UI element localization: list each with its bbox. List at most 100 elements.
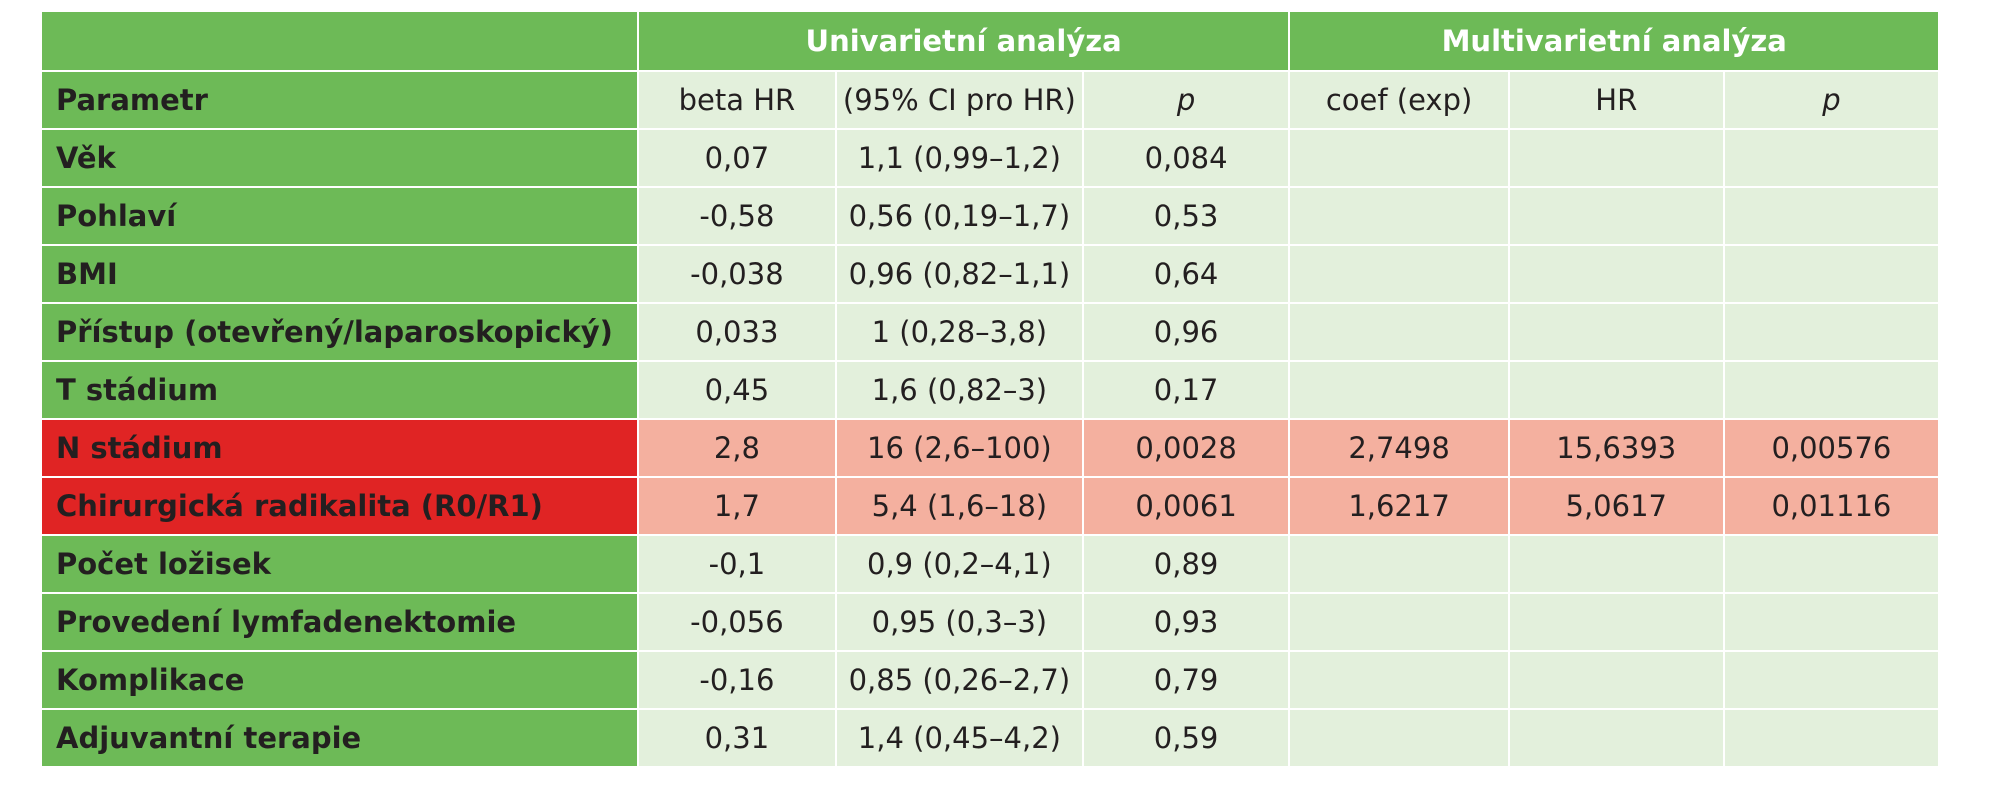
- row-coef: [1288, 592, 1510, 652]
- row-parameter: Adjuvantní terapie: [40, 708, 639, 768]
- row-p-multivariate: [1722, 128, 1941, 188]
- row-coef: [1288, 534, 1510, 594]
- row-ci: 1,1 (0,99–1,2): [835, 128, 1084, 188]
- row-hr: [1507, 128, 1725, 188]
- row-p-multivariate: [1722, 592, 1941, 652]
- row-p-multivariate: 0,01116: [1722, 476, 1941, 536]
- table-row: Přístup (otevřený/laparoskopický) 0,033 1 …: [40, 302, 1941, 362]
- column-header-ci: (95% CI pro HR): [835, 70, 1084, 130]
- row-beta-hr: 0,07: [636, 128, 838, 188]
- row-parameter: Komplikace: [40, 650, 639, 710]
- table-row: N stádium 2,8 16 (2,6–100) 0,0028 2,7498 15,6…: [40, 418, 1941, 478]
- row-p-univariate: 0,89: [1081, 534, 1291, 594]
- row-ci: 1,4 (0,45–4,2): [835, 708, 1084, 768]
- row-hr: [1507, 534, 1725, 594]
- row-beta-hr: 0,033: [636, 302, 838, 362]
- row-parameter: Věk: [40, 128, 639, 188]
- row-coef: [1288, 186, 1510, 246]
- row-coef: [1288, 360, 1510, 420]
- row-beta-hr: 0,31: [636, 708, 838, 768]
- row-ci: 0,9 (0,2–4,1): [835, 534, 1084, 594]
- row-parameter: Chirurgická radikalita (R0/R1): [40, 476, 639, 536]
- row-ci: 0,85 (0,26–2,7): [835, 650, 1084, 710]
- table-row: Komplikace -0,16 0,85 (0,26–2,7) 0,79: [40, 650, 1941, 710]
- row-hr: [1507, 708, 1725, 768]
- row-coef: [1288, 708, 1510, 768]
- column-header-coef: coef (exp): [1288, 70, 1510, 130]
- multivariate-header: Multivarietní analýza: [1288, 10, 1940, 72]
- column-header-hr: HR: [1507, 70, 1725, 130]
- table-row: BMI -0,038 0,96 (0,82–1,1) 0,64: [40, 244, 1941, 304]
- column-header-p-univariate: p: [1081, 70, 1291, 130]
- row-p-multivariate: [1722, 302, 1941, 362]
- table-row: Adjuvantní terapie 0,31 1,4 (0,45–4,2) 0,59: [40, 708, 1941, 768]
- univariate-header: Univarietní analýza: [636, 10, 1291, 72]
- row-p-multivariate: [1722, 534, 1941, 594]
- row-parameter: T stádium: [40, 360, 639, 420]
- row-hr: [1507, 302, 1725, 362]
- row-beta-hr: -0,056: [636, 592, 838, 652]
- top-strip: [0, 0, 2007, 10]
- group-header-blank: [40, 10, 639, 72]
- table-row: T stádium 0,45 1,6 (0,82–3) 0,17: [40, 360, 1941, 420]
- table-row: Věk 0,07 1,1 (0,99–1,2) 0,084: [40, 128, 1941, 188]
- table-row: Provedení lymfadenektomie -0,056 0,95 (0,3…: [40, 592, 1941, 652]
- row-ci: 0,96 (0,82–1,1): [835, 244, 1084, 304]
- row-p-multivariate: [1722, 708, 1941, 768]
- row-p-multivariate: [1722, 244, 1941, 304]
- row-coef: [1288, 128, 1510, 188]
- row-coef: 2,7498: [1288, 418, 1510, 478]
- row-coef: [1288, 244, 1510, 304]
- row-ci: 5,4 (1,6–18): [835, 476, 1084, 536]
- row-ci: 0,95 (0,3–3): [835, 592, 1084, 652]
- row-p-univariate: 0,0028: [1081, 418, 1291, 478]
- row-p-univariate: 0,17: [1081, 360, 1291, 420]
- row-parameter: Pohlaví: [40, 186, 639, 246]
- row-coef: [1288, 650, 1510, 710]
- row-beta-hr: -0,58: [636, 186, 838, 246]
- column-header-parameter: Parametr: [40, 70, 639, 130]
- row-parameter: N stádium: [40, 418, 639, 478]
- row-p-univariate: 0,0061: [1081, 476, 1291, 536]
- column-header-row: Parametr beta HR (95% CI pro HR) p coef …: [40, 70, 1941, 130]
- row-p-univariate: 0,93: [1081, 592, 1291, 652]
- column-header-p-multivariate: p: [1722, 70, 1941, 130]
- row-parameter: Provedení lymfadenektomie: [40, 592, 639, 652]
- column-header-beta-hr: beta HR: [636, 70, 838, 130]
- table-row: Pohlaví -0,58 0,56 (0,19–1,7) 0,53: [40, 186, 1941, 246]
- row-hr: 15,6393: [1507, 418, 1725, 478]
- row-coef: 1,6217: [1288, 476, 1510, 536]
- row-beta-hr: -0,16: [636, 650, 838, 710]
- row-hr: [1507, 360, 1725, 420]
- table-row: Chirurgická radikalita (R0/R1) 1,7 5,4 (1,…: [40, 476, 1941, 536]
- row-p-univariate: 0,64: [1081, 244, 1291, 304]
- group-header-row: Univarietní analýza Multivarietní analýz…: [40, 10, 1940, 72]
- row-hr: 5,0617: [1507, 476, 1725, 536]
- row-p-univariate: 0,53: [1081, 186, 1291, 246]
- row-parameter: BMI: [40, 244, 639, 304]
- row-hr: [1507, 186, 1725, 246]
- row-p-univariate: 0,084: [1081, 128, 1291, 188]
- row-hr: [1507, 592, 1725, 652]
- row-beta-hr: -0,038: [636, 244, 838, 304]
- row-beta-hr: 1,7: [636, 476, 838, 536]
- row-ci: 0,56 (0,19–1,7): [835, 186, 1084, 246]
- row-parameter: Počet ložisek: [40, 534, 639, 594]
- row-beta-hr: 0,45: [636, 360, 838, 420]
- row-parameter: Přístup (otevřený/laparoskopický): [40, 302, 639, 362]
- row-hr: [1507, 650, 1725, 710]
- row-p-multivariate: [1722, 360, 1941, 420]
- row-beta-hr: 2,8: [636, 418, 838, 478]
- row-p-univariate: 0,59: [1081, 708, 1291, 768]
- row-ci: 1 (0,28–3,8): [835, 302, 1084, 362]
- table-body: Věk 0,07 1,1 (0,99–1,2) 0,084 Pohlaví -0,58 0,…: [40, 128, 1941, 768]
- row-ci: 16 (2,6–100): [835, 418, 1084, 478]
- row-p-univariate: 0,79: [1081, 650, 1291, 710]
- row-p-univariate: 0,96: [1081, 302, 1291, 362]
- row-p-multivariate: [1722, 186, 1941, 246]
- results-table: Univarietní analýza Multivarietní analýz…: [40, 10, 1941, 768]
- row-beta-hr: -0,1: [636, 534, 838, 594]
- row-hr: [1507, 244, 1725, 304]
- row-p-multivariate: [1722, 650, 1941, 710]
- row-ci: 1,6 (0,82–3): [835, 360, 1084, 420]
